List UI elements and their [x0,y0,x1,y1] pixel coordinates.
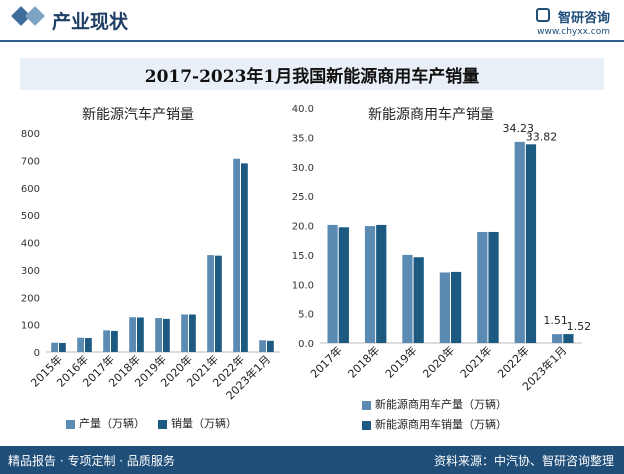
bar-production [155,318,162,352]
y-tick-label: 800 [21,129,40,140]
bar-sales [189,314,196,352]
brand-name: 智研咨询 [557,11,610,26]
bar-sales [215,255,222,352]
y-tick-label: 700 [21,156,40,167]
y-tick-label: 20.0 [292,222,314,233]
data-label: 1.52 [567,320,592,333]
y-tick-label: 400 [21,239,40,250]
bar-sales [267,340,274,352]
bar-production [103,330,110,352]
x-tick-label: 2020年 [420,343,457,380]
bar-sales [111,330,118,352]
bar-sales [59,342,66,352]
bar-production [259,340,266,352]
bar-sales [241,163,248,352]
legend-swatch [158,419,167,429]
bar-production [364,226,376,343]
legend-swatch [362,420,371,430]
y-tick-label: 500 [21,211,40,222]
bar-production [129,317,136,352]
bar-production [181,314,188,352]
bar-production [514,141,525,343]
header-divider [0,40,624,42]
legend-label: 新能源商用车销量（万辆） [375,418,507,431]
data-label: 1.51 [543,314,568,327]
legend-item-production: 新能源商用车产量（万辆） [362,396,507,412]
data-label: 34.23 [502,122,534,135]
y-tick-label: 100 [21,321,40,332]
y-tick-label: 600 [21,184,40,195]
main-title: 2017-2023年1月我国新能源商用车产销量 [144,67,480,87]
y-tick-label: 15.0 [292,251,314,262]
main-title-bar: 2017-2023年1月我国新能源商用车产销量 [20,58,604,90]
bar-sales [563,334,574,343]
section-title: 产业现状 [52,11,129,33]
chart1-title: 新能源汽车产销量 [82,107,194,123]
legend-item-sales: 新能源商用车销量（万辆） [362,416,507,432]
y-tick-label: 5.0 [298,310,314,321]
y-tick-label: 0 [34,348,40,359]
bar-sales [137,317,144,352]
legend-item-production: 产量（万辆） [66,415,145,431]
footer-source: 资料来源：中汽协、智研咨询整理 [433,454,614,468]
legend-item-sales: 销量（万辆） [158,415,237,431]
legend-swatch [66,419,75,429]
y-tick-label: 40.0 [292,104,314,115]
legend-label: 新能源商用车产量（万辆） [375,398,507,411]
header: 产业现状 智研咨询 www.chyxx.com [0,0,624,40]
bar-production [77,337,84,352]
bar-production [233,158,240,352]
chart2-title: 新能源商用车产销量 [368,107,494,123]
legend-swatch [362,400,371,410]
bar-production [51,342,58,352]
bar-sales [488,231,499,343]
bar-production [327,224,338,343]
footer: 精品报告 · 专项定制 · 品质服务 资料来源：中汽协、智研咨询整理 [0,446,624,474]
brand-logo-icon [536,8,550,22]
y-tick-label: 25.0 [292,192,314,203]
y-tick-label: 200 [21,293,40,304]
x-tick-label: 2019年 [382,343,419,380]
x-tick-label: 2022年 [495,343,532,380]
bar-sales [451,271,462,343]
y-tick-label: 10.0 [292,280,314,291]
bar-sales [338,227,349,343]
y-tick-label: 300 [21,266,40,277]
bar-sales [376,224,387,343]
bar-production [439,272,450,343]
y-tick-label: 35.0 [292,133,314,144]
bar-production [477,231,488,343]
footer-slogan: 精品报告 · 专项定制 · 品质服务 [8,454,175,468]
bar-production [402,254,413,343]
y-tick-label: 0.0 [298,339,314,350]
bar-sales [163,318,170,352]
brand-url: www.chyxx.com [537,27,610,37]
bar-production [207,255,214,352]
bar-sales [85,338,92,352]
bar-sales [413,257,424,343]
bar-production [552,334,563,343]
y-tick-label: 30.0 [292,163,314,174]
data-label: 33.82 [526,130,558,143]
legend-label: 产量（万辆） [79,417,145,430]
legend-label: 销量（万辆） [171,417,237,430]
bar-sales [525,144,537,343]
x-tick-label: 2021年 [457,343,494,380]
x-tick-label: 2018年 [345,343,382,380]
